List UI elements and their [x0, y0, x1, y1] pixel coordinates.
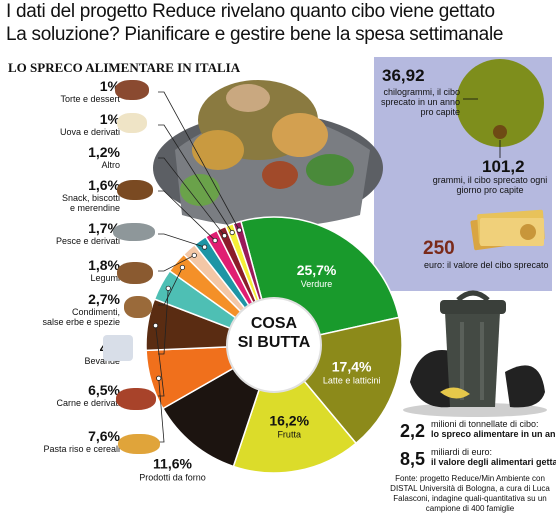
leader-line: [158, 157, 225, 236]
center-label-line-2: SI BUTTA: [237, 334, 311, 351]
leader-dot: [229, 229, 235, 236]
leader-line: [158, 124, 233, 233]
label-pct: 7,6%: [88, 428, 120, 444]
trash-bin-icon: [403, 290, 547, 417]
waste-value-euro-text: euro: il valore del cibo sprecato: [424, 260, 549, 270]
label-name: Altro: [101, 160, 120, 170]
leader-line: [158, 190, 216, 241]
leader-dot: [152, 323, 159, 329]
label-legumi: 1,8% Legumi: [2, 257, 120, 283]
slice-pct-label: 17,4%: [332, 358, 372, 374]
daily-waste-text: grammi, il cibo sprecato ogni giorno pro…: [432, 175, 548, 195]
label-carne-e-derivati: 6,5% Carne e derivati: [2, 382, 120, 408]
leader-line: [158, 91, 240, 231]
slice-name-label: Verdure: [301, 279, 333, 289]
slice-labels: 25,7%Verdure 17,4%Latte e latticini 16,2%F…: [139, 262, 380, 483]
leader-dot: [201, 244, 208, 250]
leader-dot: [156, 375, 162, 381]
label-pct: 1,2%: [88, 144, 120, 160]
leader-dot: [165, 285, 171, 291]
leader-line: [158, 267, 183, 306]
national-tons-text: milioni di tonnellate di cibo: lo spreco …: [431, 419, 556, 439]
label-pct: 1,8%: [88, 257, 120, 273]
source-note: Fonte: progetto Reduce/Min Ambiente con …: [390, 474, 550, 513]
leader-line: [155, 325, 165, 397]
slice-name-label: Prodotti da forno: [139, 473, 206, 483]
leader-dot: [191, 252, 197, 258]
national-tons-text-2: lo spreco alimentare in un anno: [431, 429, 556, 439]
fish-icon: [113, 223, 155, 241]
slice-pct-label: 16,2%: [269, 413, 309, 429]
slice-name-label: Frutta: [277, 430, 301, 440]
dessert-icon: [115, 80, 149, 100]
banknotes-icon: [470, 209, 545, 251]
label-name: Pasta riso e cereali: [43, 444, 120, 454]
leader-dot: [212, 237, 218, 244]
label-name: Snack, biscotti e merendine: [61, 193, 120, 213]
label-name: Legumi: [90, 273, 120, 283]
label-uova-e-derivati: 1% Uova e derivati: [2, 111, 120, 137]
legumes-icon: [117, 262, 153, 284]
yearly-waste-text: chilogrammi, il cibo sprecato in un anno…: [380, 87, 460, 117]
slice-pct-label: 11,6%: [153, 456, 192, 472]
meat-icon: [116, 388, 156, 410]
national-euro-text-2: il valore degli alimentari gettati: [431, 457, 556, 467]
pasta-icon: [118, 434, 160, 454]
national-tons-text-1: milioni di tonnellate di cibo:: [431, 419, 539, 429]
label-pasta-riso-e-cereali: 7,6% Pasta riso e cereali: [2, 428, 120, 454]
waste-value-euro: 250: [423, 238, 455, 259]
label-name: Carne e derivati: [56, 398, 120, 408]
pie-center-label: COSA SI BUTTA: [226, 314, 322, 352]
daily-waste-value: 101,2: [482, 157, 525, 176]
cookies-icon: [117, 180, 153, 200]
daily-waste-dot: [493, 125, 507, 139]
center-label-line-1: COSA: [250, 315, 298, 332]
label-pct: 1,6%: [88, 177, 120, 193]
yearly-waste-circle: [456, 59, 544, 147]
national-euro-value: 8,5: [400, 449, 426, 469]
label-pct: 2,7%: [88, 291, 120, 307]
label-name: Bevande: [84, 356, 120, 366]
label-pct: 1%: [99, 111, 120, 127]
label-name: Condimenti, salse erbe e spezie: [42, 307, 120, 327]
trash-can-illustration: [153, 80, 383, 228]
national-tons-value: 2,2: [400, 421, 426, 441]
leader-line: [158, 378, 165, 443]
pie-center-hole: [226, 297, 322, 393]
national-euro-text: miliardi di euro: il valore degli aliment…: [431, 447, 556, 467]
label-snack: 1,6% Snack, biscotti e merendine: [2, 177, 120, 213]
leader-line: [158, 233, 205, 248]
leader-dot: [179, 264, 186, 271]
leader-dot: [221, 233, 228, 239]
label-name: Pesce e derivati: [55, 236, 120, 246]
slice-name-label: Latte e latticini: [323, 375, 381, 385]
label-name: Uova e derivati: [59, 127, 120, 137]
label-pct: 1%: [99, 78, 120, 94]
spices-icon: [124, 296, 152, 318]
label-pct: 6,5%: [88, 382, 120, 398]
yearly-waste-value: 36,92: [382, 66, 425, 85]
headline-line-1: I dati del progetto Reduce rivelano quan…: [6, 1, 495, 22]
leader-dot: [236, 227, 242, 233]
label-altro: 1,2% Altro: [2, 144, 120, 170]
label-pesce-e-derivati: 1,7% Pesce e derivati: [2, 220, 120, 246]
leader-line: [158, 288, 169, 355]
national-euro-text-1: miliardi di euro:: [431, 447, 493, 457]
label-torte-e-dessert: 1% Torte e dessert: [2, 78, 120, 104]
eggs-icon: [117, 113, 147, 133]
label-condimenti: 2,7% Condimenti, salse erbe e spezie: [2, 291, 120, 327]
leader-line: [158, 254, 195, 272]
slice-pct-label: 25,7%: [297, 262, 337, 278]
label-pct: 1,7%: [88, 220, 120, 236]
section-title: LO SPRECO ALIMENTARE IN ITALIA: [8, 60, 241, 75]
leader-lines: [152, 91, 242, 443]
headline-line-2: La soluzione? Pianificare e gestire bene…: [6, 24, 504, 45]
label-name: Torte e dessert: [60, 94, 120, 104]
bottles-icon: [103, 335, 133, 361]
